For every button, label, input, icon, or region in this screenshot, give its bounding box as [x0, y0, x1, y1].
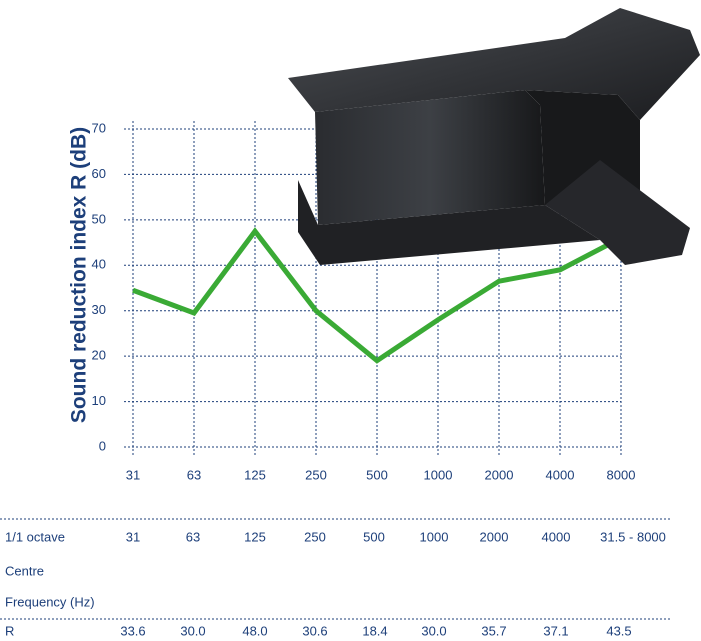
x-tick-label: 1000 — [424, 467, 453, 482]
y-tick-label: 40 — [92, 257, 106, 272]
table-cell: 2000 — [480, 529, 509, 544]
x-tick-label: 2000 — [485, 467, 514, 482]
table-cell: 63 — [186, 529, 200, 544]
table-cell: 31.5 - 8000 — [600, 529, 666, 544]
data-table: 1/1 octave 31 63 125 250 500 1000 2000 4000 31.5 … — [0, 518, 672, 638]
x-tick-label: 31 — [126, 467, 140, 482]
row-label: Frequency (Hz) — [5, 594, 95, 609]
table-cell: 43.5 — [606, 623, 631, 638]
product-top — [288, 8, 700, 120]
table-cell: 1000 — [420, 529, 449, 544]
product-flange — [298, 180, 600, 265]
table-cell: 35.7 — [481, 623, 506, 638]
table-cell: 33.6 — [120, 623, 145, 638]
y-tick-label: 0 — [99, 438, 106, 453]
y-tick-label: 50 — [92, 211, 106, 226]
product-web — [315, 90, 545, 225]
row-label: R — [5, 623, 14, 638]
y-tick-label: 10 — [92, 393, 106, 408]
x-tick-label: 500 — [366, 467, 388, 482]
table-cell: 31 — [126, 529, 140, 544]
table-cell: 125 — [244, 529, 266, 544]
table-cell: 48.0 — [242, 623, 267, 638]
row-label: Centre — [5, 563, 44, 578]
x-tick-label: 250 — [305, 467, 327, 482]
y-tick-label: 20 — [92, 348, 106, 363]
x-tick-label: 4000 — [546, 467, 575, 482]
y-axis-title: Sound reduction index R (dB) — [68, 127, 91, 423]
product-flange — [545, 160, 690, 265]
table-cell: 18.4 — [362, 623, 387, 638]
y-tick-label: 30 — [92, 302, 106, 317]
x-tick-label: 8000 — [607, 467, 636, 482]
table-cell: 250 — [304, 529, 326, 544]
data-line — [132, 227, 623, 364]
y-tick-label: 60 — [92, 166, 106, 181]
product-image — [288, 8, 700, 265]
x-tick-label: 125 — [244, 467, 266, 482]
y-tick-label: 70 — [92, 120, 106, 135]
table-cell: 30.0 — [180, 623, 205, 638]
table-cell: 4000 — [542, 529, 571, 544]
table-cell: 30.6 — [302, 623, 327, 638]
row-label: 1/1 octave — [5, 529, 65, 544]
table-cell: 37.1 — [543, 623, 568, 638]
table-cell: 30.0 — [421, 623, 446, 638]
table-cell: 500 — [363, 529, 385, 544]
x-tick-label: 63 — [187, 467, 201, 482]
